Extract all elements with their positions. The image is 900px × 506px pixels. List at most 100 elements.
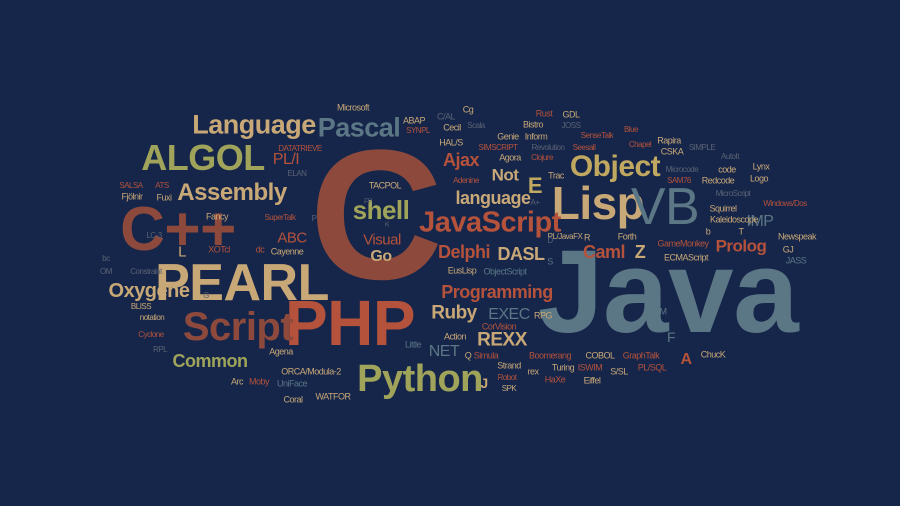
word-objectscript: ObjectScript (483, 266, 527, 277)
word-rpg: RPG (533, 310, 553, 321)
word-prolog: Prolog (715, 236, 767, 256)
word-simscript: SIMSCRIPT (478, 143, 518, 152)
word-script: Script (182, 305, 294, 349)
word-lynx: Lynx (752, 161, 770, 172)
word-joss: JOSS (561, 121, 581, 130)
word-autoit: AutoIt (721, 152, 739, 161)
word-graphtalk: GraphTalk (622, 350, 660, 361)
word-boomerang: Boomerang (528, 350, 572, 361)
word-spk: SPK (501, 384, 517, 393)
word-cayenne: Cayenne (270, 246, 304, 257)
word-arc: Arc (231, 376, 244, 387)
word-hals: HAL/S (439, 137, 463, 148)
word-squirrel: Squirrel (709, 203, 737, 214)
word-cecil: Cecil (443, 122, 461, 133)
word-javascript: JavaScript (419, 206, 561, 239)
word-aplus: A+ (530, 198, 540, 207)
word-seesall: Seesall (572, 143, 596, 152)
word-php: PHP (284, 287, 416, 359)
word-b: b (705, 226, 711, 237)
word-programming: Programming (441, 282, 553, 302)
word-newspeak: Newspeak (777, 231, 817, 242)
word-rex: rex (527, 366, 539, 377)
word-chapel: Chapel (628, 140, 652, 149)
word-s: S (547, 256, 553, 267)
word-revolution: Revolution (531, 143, 565, 152)
word-cg: Cg (462, 104, 474, 115)
word-watfor: WATFOR (315, 391, 352, 402)
word-trac: Trac (548, 170, 564, 181)
word-delphi: Delphi (437, 242, 491, 262)
word-supertalk: SuperTalk (264, 213, 296, 222)
word-microcode: Microcode (665, 165, 699, 174)
word-om: OM (100, 267, 112, 276)
word-pearl: PEARL (155, 254, 329, 312)
word-lisp: Lisp (551, 177, 645, 229)
word-t: T (738, 226, 745, 237)
word-inform: Inform (524, 131, 548, 142)
word-tacpol: TACPOL (368, 180, 402, 191)
word-xotcl: XOTcl (208, 244, 230, 255)
word-common: Common (172, 351, 249, 371)
word-bliss: BLISS (130, 302, 152, 311)
word-pljavafx: PL/JavaFX (547, 232, 583, 241)
word-bc: bc (102, 254, 110, 263)
word-language-small: language (455, 188, 531, 208)
word-constraint: Constraint (130, 267, 162, 276)
word-cska: CSKA (660, 146, 684, 157)
word-rust: Rust (535, 108, 553, 119)
word-ajax: Ajax (442, 150, 480, 170)
word-abap: ABAP (402, 115, 426, 126)
word-notation: notation (139, 313, 165, 322)
word-iswim: ISWIM (577, 362, 603, 373)
word-scala: Scala (467, 121, 485, 130)
word-g: G (203, 291, 209, 300)
word-l: L (178, 243, 186, 261)
word-r: R (584, 232, 591, 243)
word-eiffel: Eiffel (583, 375, 601, 386)
word-net: NET (428, 343, 460, 360)
word-cobol: COBOL (585, 350, 615, 361)
word-strand: Strand (497, 360, 521, 371)
word-shell: shell (352, 195, 410, 225)
word-ecmascript: ECMAScript (663, 252, 709, 263)
word-clojure: Clojure (531, 153, 553, 162)
word-fancy: Fancy (205, 211, 229, 222)
word-f: F (666, 329, 676, 345)
word-m: M (659, 306, 668, 317)
word-fuxi: Fuxi (156, 192, 172, 203)
word-cal: C/AL (436, 111, 456, 122)
word-java: Java (537, 226, 799, 358)
word-ruby: Ruby (431, 302, 477, 324)
word-go: Go (370, 248, 392, 265)
word-jass: JASS (785, 255, 807, 266)
word-coral: Coral (283, 394, 303, 405)
word-ssl: S/SL (610, 366, 628, 377)
word-datatrieve: DATATRIEVE (278, 144, 322, 153)
word-kaleidoscope: Kaleidoscope (709, 214, 759, 225)
word-cpp: C++ (120, 195, 236, 264)
word-turing: Turing (551, 362, 575, 373)
word-gamemonkey: GameMonkey (657, 238, 709, 249)
word-ats: ATS (155, 181, 169, 190)
word-salsa: SALSA (119, 181, 143, 190)
word-agora: Agora (499, 152, 521, 163)
word-robot: Robot (497, 373, 517, 382)
word-algol: ALGOL (141, 137, 265, 178)
word-redcode: Redcode (701, 175, 735, 186)
word-c: C (309, 112, 443, 319)
word-caml: Caml (582, 242, 626, 262)
word-forth: Forth (617, 231, 637, 242)
word-k: K (384, 221, 390, 229)
word-dasl: DASL (497, 244, 546, 264)
word-fp: FP (364, 198, 372, 206)
word-language-big: Language (192, 109, 316, 140)
word-abc: ABC (277, 229, 307, 247)
word-chuck: ChucK (700, 349, 726, 360)
word-uniface: UniFace (276, 378, 308, 389)
word-microsoft: Microsoft (336, 102, 370, 113)
word-lc3: LC-3 (146, 231, 162, 240)
word-cyclone: Cyclone (138, 330, 164, 339)
word-sensetalk: SenseTalk (580, 131, 614, 140)
word-oxygene: Oxygene (108, 280, 190, 302)
